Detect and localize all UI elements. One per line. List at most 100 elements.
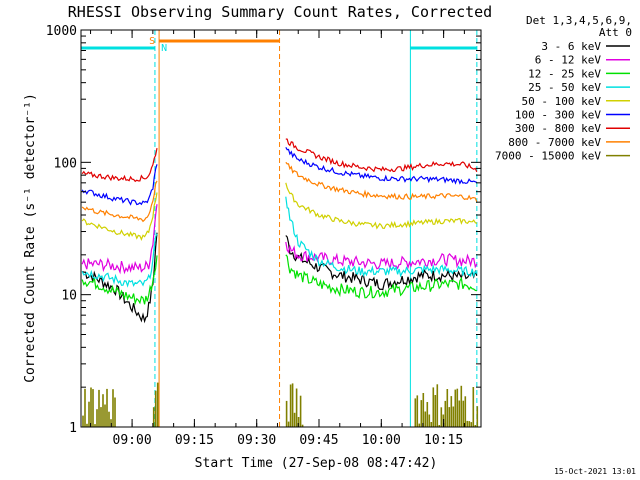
legend-entry-label: 3 - 6 keV [541, 40, 601, 53]
background-bar [454, 389, 457, 427]
series-line-300-800-kev [81, 138, 478, 183]
background-bar [114, 397, 116, 427]
x-tick-label: 09:45 [299, 433, 338, 448]
background-bar [426, 402, 429, 427]
y-tick-label: 100 [54, 156, 77, 171]
background-bar [446, 389, 449, 427]
series-line-100-300-kev [81, 146, 478, 206]
x-tick-label: 10:15 [424, 433, 463, 448]
series-line-6-12-kev [81, 204, 478, 275]
background-bar [94, 424, 96, 427]
background-bar [440, 407, 443, 427]
background-bar [102, 394, 104, 427]
background-bar [438, 425, 441, 427]
x-tick-label: 09:00 [113, 433, 152, 448]
background-bar [470, 422, 473, 427]
background-bar [456, 388, 459, 427]
y-tick-label: 10 [61, 289, 77, 304]
background-bar [112, 389, 114, 427]
background-bar [289, 384, 292, 427]
background-bar [152, 407, 155, 427]
background-bar [90, 387, 92, 427]
y-axis-label: Corrected Count Rate (s⁻¹ detector⁻¹) [23, 93, 38, 383]
legend-entry-label: 7000 - 15000 keV [495, 150, 601, 163]
background-bar [474, 425, 477, 427]
x-tick-label: 09:15 [175, 433, 214, 448]
y-tick-label: 1000 [46, 24, 77, 39]
legend-header-detectors: Det 1,3,4,5,6,9, [526, 14, 632, 27]
x-axis-label: Start Time (27-Sep-08 08:47:42) [195, 456, 438, 471]
background-bar [84, 388, 86, 427]
series-line-50-100-kev [81, 182, 478, 241]
background-bar [297, 417, 300, 427]
background-bar [154, 390, 157, 427]
background-bar [108, 411, 110, 427]
background-bar [156, 382, 159, 427]
legend-entry-label: 6 - 12 keV [535, 54, 602, 67]
background-bar [434, 395, 437, 427]
background-bar [416, 395, 419, 427]
background-bar [424, 411, 427, 427]
background-bar [100, 407, 102, 427]
plot-frame [80, 29, 482, 428]
background-bar [420, 400, 423, 427]
background-bar [96, 409, 98, 427]
marker-layer: SN [80, 30, 478, 427]
background-bar [299, 395, 302, 427]
background-bar [436, 384, 439, 427]
background-bar [285, 400, 288, 427]
x-tick-label: 09:30 [237, 433, 276, 448]
background-bar [450, 396, 453, 427]
background-bar [428, 414, 431, 427]
x-tick-label: 10:00 [362, 433, 401, 448]
legend-entry-label: 300 - 800 keV [515, 122, 601, 135]
background-bar [460, 385, 463, 427]
legend-entry-label: 100 - 300 keV [515, 109, 601, 122]
axes-layer: 09:00 09:15 09:30 09:45 10:00 10:15 1 10 100 1000 [46, 24, 481, 448]
background-bar [295, 388, 298, 427]
series-line-12-25-kev [81, 254, 477, 306]
background-bar [472, 387, 475, 427]
series-line-25-50-kev [81, 196, 478, 288]
background-bar [104, 404, 106, 427]
background-bar [466, 420, 469, 427]
background-bar [92, 389, 94, 427]
legend-entry-label: 50 - 100 keV [522, 95, 602, 108]
background-bar [414, 398, 417, 427]
series-line-3-6-kev [81, 232, 478, 324]
background-bar [98, 389, 100, 427]
background-bar [432, 387, 435, 427]
background-bar [458, 400, 461, 427]
background-bar [88, 401, 90, 427]
background-bar [418, 423, 421, 427]
background-bar [476, 406, 479, 427]
legend-header-attenuator: Att 0 [599, 26, 632, 39]
legend-entry-label: 25 - 50 keV [528, 81, 601, 94]
saa-label: S [149, 36, 155, 47]
background-bar [287, 421, 290, 427]
y-tick-label: 1 [69, 421, 77, 436]
series-line-800-7000-kev [81, 161, 478, 223]
series-8 [82, 382, 479, 427]
background-bar [293, 412, 296, 427]
background-bar [422, 393, 425, 427]
background-bar [452, 406, 455, 427]
night-label: N [161, 43, 167, 54]
background-bar [106, 388, 108, 427]
background-bar [86, 423, 88, 427]
legend-entry-label: 12 - 25 keV [528, 67, 601, 80]
background-bar [462, 400, 465, 427]
background-bar [291, 383, 294, 427]
background-bar [464, 396, 467, 427]
chart-title: RHESSI Observing Summary Count Rates, Co… [68, 3, 492, 21]
timestamp-stamp: 15-Oct-2021 13:01 [554, 467, 636, 476]
legend-entry-label: 800 - 7000 keV [508, 136, 601, 149]
series-layer [81, 138, 479, 427]
background-bar [82, 415, 84, 427]
background-bar [448, 407, 451, 427]
background-bar [468, 421, 471, 427]
background-bar [301, 424, 304, 427]
